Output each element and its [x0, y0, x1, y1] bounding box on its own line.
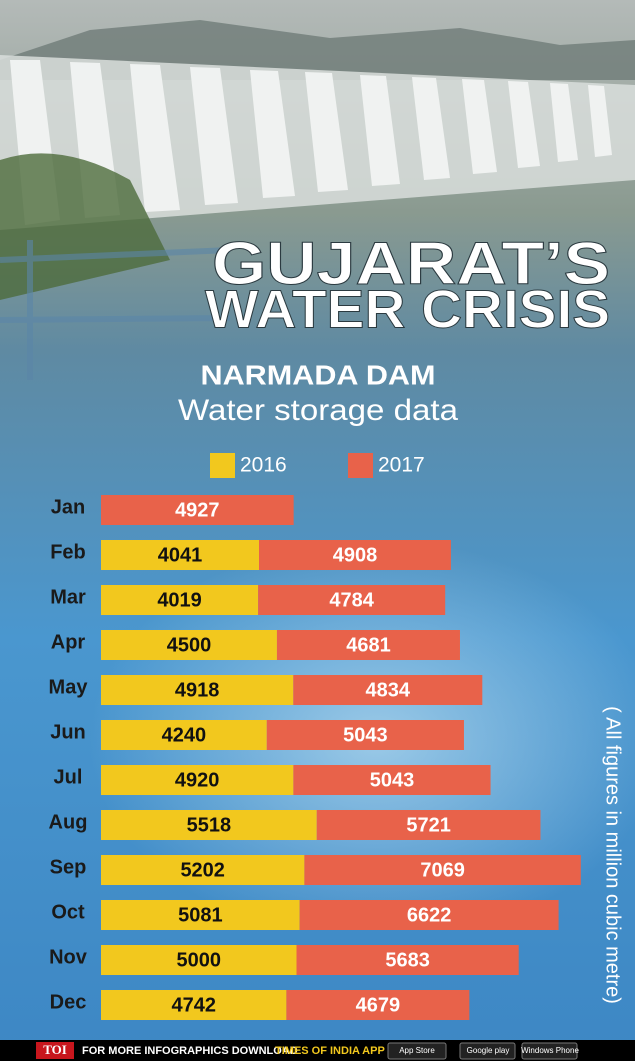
value-label: 4908	[333, 544, 378, 566]
value-label: 4681	[346, 634, 391, 656]
bar-segment	[304, 855, 581, 885]
value-label: 4041	[158, 544, 203, 566]
bar-segment	[101, 810, 317, 840]
chart: 2016 2017 Jan 4927 Feb 4041 4908 Mar 4019 4784 Apr…	[49, 453, 581, 1020]
bar-segment	[101, 585, 259, 615]
railing	[0, 240, 231, 380]
value-label: 5000	[177, 949, 222, 971]
title-line: WATER CRISIS	[205, 279, 610, 339]
value-label: 5081	[178, 904, 223, 926]
value-label: 5043	[343, 724, 388, 746]
bar-segment	[101, 630, 277, 660]
category-label: Jun	[50, 721, 86, 743]
subtitle: NARMADA DAM	[201, 359, 436, 390]
bar-segment	[101, 900, 300, 930]
bar-segment	[258, 585, 446, 615]
footer: TOI FOR MORE INFOGRAPHICS DOWNLOAD TIMES…	[0, 1040, 635, 1061]
bar-segment	[299, 900, 559, 930]
value-label: 5043	[370, 769, 415, 791]
footer-text: FOR MORE INFOGRAPHICS DOWNLOAD	[82, 1045, 298, 1057]
bar-segment	[296, 945, 519, 975]
category-label: Dec	[50, 991, 87, 1013]
category-label: Jan	[51, 496, 85, 518]
bar-segment	[293, 765, 491, 795]
bar-segment	[266, 720, 464, 750]
brand-box	[36, 1042, 74, 1059]
category-label: Aug	[49, 811, 88, 833]
value-label: 7069	[420, 859, 465, 881]
value-label: 4927	[175, 499, 220, 521]
value-label: 4742	[171, 994, 216, 1016]
category-label: Mar	[50, 586, 86, 608]
title: GUJARAT’S WATER CRISIS	[205, 229, 611, 339]
bar-segment	[259, 540, 451, 570]
badge[interactable]	[387, 1042, 447, 1060]
category-label: Jul	[54, 766, 83, 788]
bar-segment	[101, 675, 294, 705]
bar-segment	[101, 540, 260, 570]
legend-swatch	[210, 453, 235, 478]
bar-segment	[101, 990, 287, 1020]
legend-label: 2016	[240, 454, 287, 477]
badge-text: Google play	[467, 1046, 510, 1055]
value-label: 5518	[187, 814, 232, 836]
value-label: 4918	[175, 679, 220, 701]
value-label: 6622	[407, 904, 452, 926]
category-label: Oct	[51, 901, 85, 923]
value-label: 4019	[157, 589, 202, 611]
brand: TOI	[43, 1042, 67, 1057]
category-label: May	[49, 676, 89, 698]
value-label: 4784	[329, 589, 374, 611]
bar-segment	[286, 990, 470, 1020]
category-label: Nov	[49, 946, 88, 968]
trees	[0, 153, 170, 300]
bar-segment	[316, 810, 541, 840]
bar-segment	[101, 720, 267, 750]
bar-segment	[101, 765, 294, 795]
category-label: Apr	[51, 631, 86, 653]
value-label: 4500	[167, 634, 212, 656]
subtitle: Water storage data	[178, 394, 458, 427]
value-label: 4920	[175, 769, 220, 791]
note: ( All figures in million cubic metre)	[602, 706, 624, 1004]
value-label: 5721	[406, 814, 451, 836]
value-label: 4240	[162, 724, 207, 746]
bar-segment	[101, 495, 294, 525]
bar-segment	[293, 675, 483, 705]
footer-app: TIMES OF INDIA APP	[275, 1045, 385, 1057]
bar-segment	[101, 945, 297, 975]
title-line: GUJARAT’S	[212, 230, 610, 297]
value-label: 4834	[366, 679, 411, 701]
category-label: Sep	[50, 856, 87, 878]
badge[interactable]	[521, 1042, 578, 1060]
badge-text: Windows Phone	[521, 1046, 579, 1055]
category-label: Feb	[50, 541, 86, 563]
value-label: 5683	[385, 949, 430, 971]
bar-segment	[101, 855, 305, 885]
value-label: 4679	[356, 994, 401, 1016]
value-label: 5202	[180, 859, 225, 881]
bar-segment	[276, 630, 460, 660]
badge[interactable]	[459, 1042, 516, 1060]
legend-label: 2017	[378, 454, 425, 477]
legend-swatch	[348, 453, 373, 478]
badge-text: App Store	[399, 1046, 435, 1055]
